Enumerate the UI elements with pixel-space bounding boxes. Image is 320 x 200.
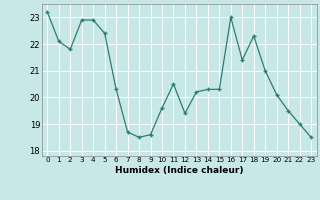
X-axis label: Humidex (Indice chaleur): Humidex (Indice chaleur) (115, 166, 244, 175)
